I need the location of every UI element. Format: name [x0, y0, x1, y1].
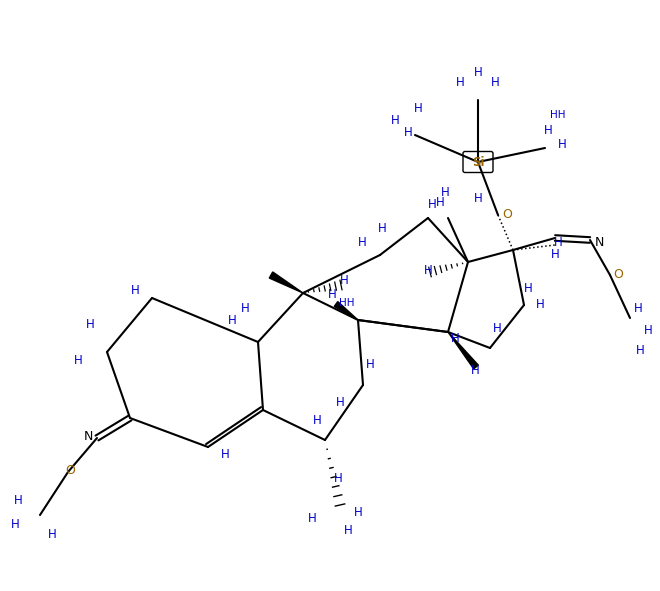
Text: H: H: [404, 125, 412, 138]
Text: H: H: [14, 493, 22, 506]
Text: HH: HH: [339, 298, 355, 308]
Text: H: H: [344, 524, 352, 537]
Text: H: H: [220, 449, 230, 462]
Text: H: H: [424, 264, 432, 277]
Text: H: H: [490, 76, 500, 89]
Text: H: H: [86, 319, 94, 332]
Text: N: N: [83, 430, 92, 443]
Text: H: H: [414, 102, 422, 115]
Text: H: H: [354, 505, 362, 518]
Text: H: H: [358, 235, 366, 248]
Text: H: H: [366, 359, 374, 372]
Text: H: H: [327, 288, 337, 301]
Text: H: H: [471, 363, 479, 376]
Polygon shape: [334, 301, 358, 320]
FancyBboxPatch shape: [463, 151, 493, 173]
Text: HH: HH: [550, 110, 566, 120]
Text: H: H: [391, 113, 399, 126]
Text: H: H: [474, 66, 482, 79]
Text: H: H: [634, 301, 642, 314]
Text: H: H: [523, 281, 533, 294]
Text: H: H: [436, 196, 444, 209]
Text: H: H: [428, 199, 436, 212]
Text: H: H: [492, 322, 502, 335]
Text: H: H: [644, 323, 652, 336]
Text: H: H: [455, 76, 465, 89]
Text: H: H: [558, 138, 566, 151]
Text: H: H: [378, 222, 386, 235]
Text: H: H: [544, 124, 552, 137]
Text: O: O: [613, 268, 623, 281]
Text: H: H: [131, 284, 139, 297]
Text: H: H: [554, 235, 562, 248]
Text: N: N: [594, 235, 604, 248]
Text: H: H: [451, 332, 459, 345]
Text: H: H: [441, 187, 449, 200]
Text: O: O: [65, 465, 75, 478]
Text: H: H: [636, 343, 644, 356]
Text: H: H: [336, 395, 345, 408]
Text: H: H: [340, 274, 348, 287]
Text: H: H: [536, 298, 544, 311]
Text: Si: Si: [472, 155, 484, 168]
Text: H: H: [333, 472, 343, 485]
Polygon shape: [448, 332, 478, 369]
Text: H: H: [11, 518, 19, 531]
Text: H: H: [228, 313, 236, 326]
Text: H: H: [74, 353, 82, 366]
Text: O: O: [502, 209, 512, 222]
Polygon shape: [269, 272, 303, 293]
Text: H: H: [48, 528, 56, 541]
Text: H: H: [241, 301, 249, 314]
Text: H: H: [550, 248, 560, 261]
Text: H: H: [313, 414, 321, 427]
Text: H: H: [308, 511, 316, 524]
Text: H: H: [474, 191, 482, 204]
